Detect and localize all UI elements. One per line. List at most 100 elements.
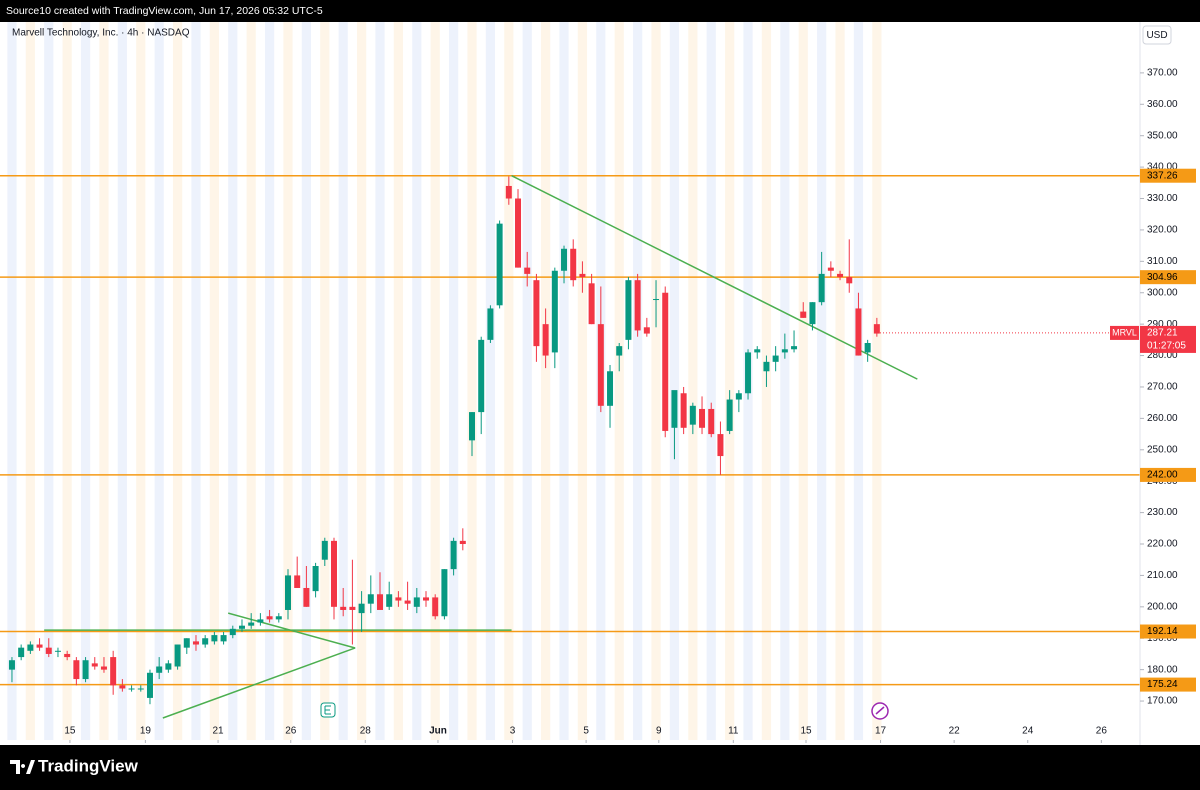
candle-body bbox=[358, 603, 365, 614]
candle-body bbox=[284, 575, 291, 610]
session-band bbox=[25, 22, 35, 740]
badge-glyph bbox=[324, 705, 331, 715]
currency-button[interactable] bbox=[1142, 25, 1172, 45]
source-caption: Source10 created with TradingView.com, J… bbox=[6, 5, 323, 17]
x-tick-label: 3 bbox=[510, 726, 516, 737]
candle-body bbox=[781, 349, 788, 353]
session-band bbox=[209, 22, 219, 740]
x-tick-label: 17 bbox=[875, 726, 887, 737]
candle-body bbox=[413, 597, 420, 607]
session-band bbox=[504, 22, 514, 740]
candle-body bbox=[680, 393, 687, 428]
candle-body bbox=[395, 597, 402, 601]
candle-body bbox=[266, 616, 273, 620]
session-band bbox=[449, 22, 459, 740]
candle-body bbox=[119, 685, 126, 689]
candle-body bbox=[643, 327, 650, 334]
candle-body bbox=[478, 339, 485, 413]
last-price: 287.21 bbox=[1147, 328, 1178, 339]
candle-body bbox=[321, 540, 328, 560]
session-band bbox=[633, 22, 643, 740]
candle-body bbox=[496, 223, 503, 306]
candle-body bbox=[349, 606, 356, 610]
candle-body bbox=[18, 647, 25, 658]
session-band bbox=[872, 22, 882, 740]
candle-body bbox=[625, 280, 632, 340]
session-band bbox=[853, 22, 864, 740]
y-tick-label: 300.00 bbox=[1147, 287, 1178, 298]
session-band bbox=[356, 22, 367, 740]
session-band bbox=[780, 22, 790, 740]
x-tick-label: 19 bbox=[140, 726, 152, 737]
candle-body bbox=[450, 540, 457, 570]
candle-body bbox=[441, 569, 448, 617]
x-tick-label: 26 bbox=[1096, 726, 1108, 737]
candle-body bbox=[386, 594, 393, 607]
session-band bbox=[522, 22, 532, 740]
trendline bbox=[511, 175, 918, 380]
y-tick-label: 200.00 bbox=[1147, 601, 1178, 612]
candle-body bbox=[459, 540, 466, 545]
session-band bbox=[375, 22, 385, 740]
earnings-badge[interactable] bbox=[320, 702, 336, 718]
candle-body bbox=[8, 660, 15, 670]
level-label: 337.26 bbox=[1147, 170, 1178, 181]
candle-body bbox=[763, 361, 770, 372]
candle-body bbox=[45, 647, 52, 654]
candle-body bbox=[671, 390, 678, 428]
y-tick-label: 210.00 bbox=[1147, 570, 1178, 581]
candle-body bbox=[128, 688, 135, 690]
currency: USD bbox=[1146, 30, 1167, 41]
candle-body bbox=[699, 408, 706, 428]
session-band bbox=[172, 22, 183, 740]
session-band bbox=[541, 22, 551, 740]
candle-body bbox=[100, 666, 107, 670]
session-band bbox=[44, 22, 54, 740]
candle-body bbox=[524, 267, 531, 274]
candle-body bbox=[616, 346, 623, 356]
badge-glyph bbox=[875, 706, 885, 715]
candle-body bbox=[238, 625, 245, 629]
candle-body bbox=[487, 308, 494, 340]
candle-body bbox=[294, 575, 301, 588]
candle-body bbox=[864, 342, 871, 353]
session-band bbox=[320, 22, 330, 740]
x-tick-label: 11 bbox=[728, 726, 739, 737]
candle-body bbox=[275, 616, 282, 620]
session-band bbox=[688, 22, 698, 740]
candle-body bbox=[772, 355, 779, 362]
session-band bbox=[669, 22, 680, 740]
countdown: 01:27:05 bbox=[1147, 341, 1186, 352]
candle-body bbox=[515, 198, 522, 268]
x-tick-label: 22 bbox=[949, 726, 961, 737]
candle-body bbox=[73, 660, 80, 680]
candle-body bbox=[597, 324, 604, 406]
candle-body bbox=[423, 597, 430, 601]
candle-body bbox=[533, 280, 540, 347]
y-tick-label: 350.00 bbox=[1147, 130, 1178, 141]
level-tag bbox=[1140, 677, 1196, 692]
x-tick-label: Jun bbox=[429, 726, 447, 737]
candle-body bbox=[36, 644, 43, 648]
candle-body bbox=[717, 434, 724, 457]
symbol-label: MRVL bbox=[1112, 327, 1137, 337]
candle-body bbox=[91, 663, 98, 667]
candle-body bbox=[202, 638, 209, 645]
candle-body bbox=[837, 273, 844, 278]
candle-body bbox=[570, 248, 577, 281]
level-label: 304.96 bbox=[1147, 272, 1178, 283]
y-tick-label: 260.00 bbox=[1147, 413, 1178, 424]
event-badge[interactable] bbox=[871, 702, 889, 720]
session-band bbox=[651, 22, 661, 740]
y-tick-label: 230.00 bbox=[1147, 507, 1178, 518]
candle-body bbox=[27, 644, 34, 651]
session-band bbox=[430, 22, 440, 740]
candle-body bbox=[165, 663, 172, 670]
candle-body bbox=[708, 408, 715, 435]
candle-body bbox=[303, 587, 310, 607]
candle-body bbox=[735, 393, 742, 400]
candle-body bbox=[726, 399, 733, 431]
price-tag bbox=[1140, 325, 1196, 353]
